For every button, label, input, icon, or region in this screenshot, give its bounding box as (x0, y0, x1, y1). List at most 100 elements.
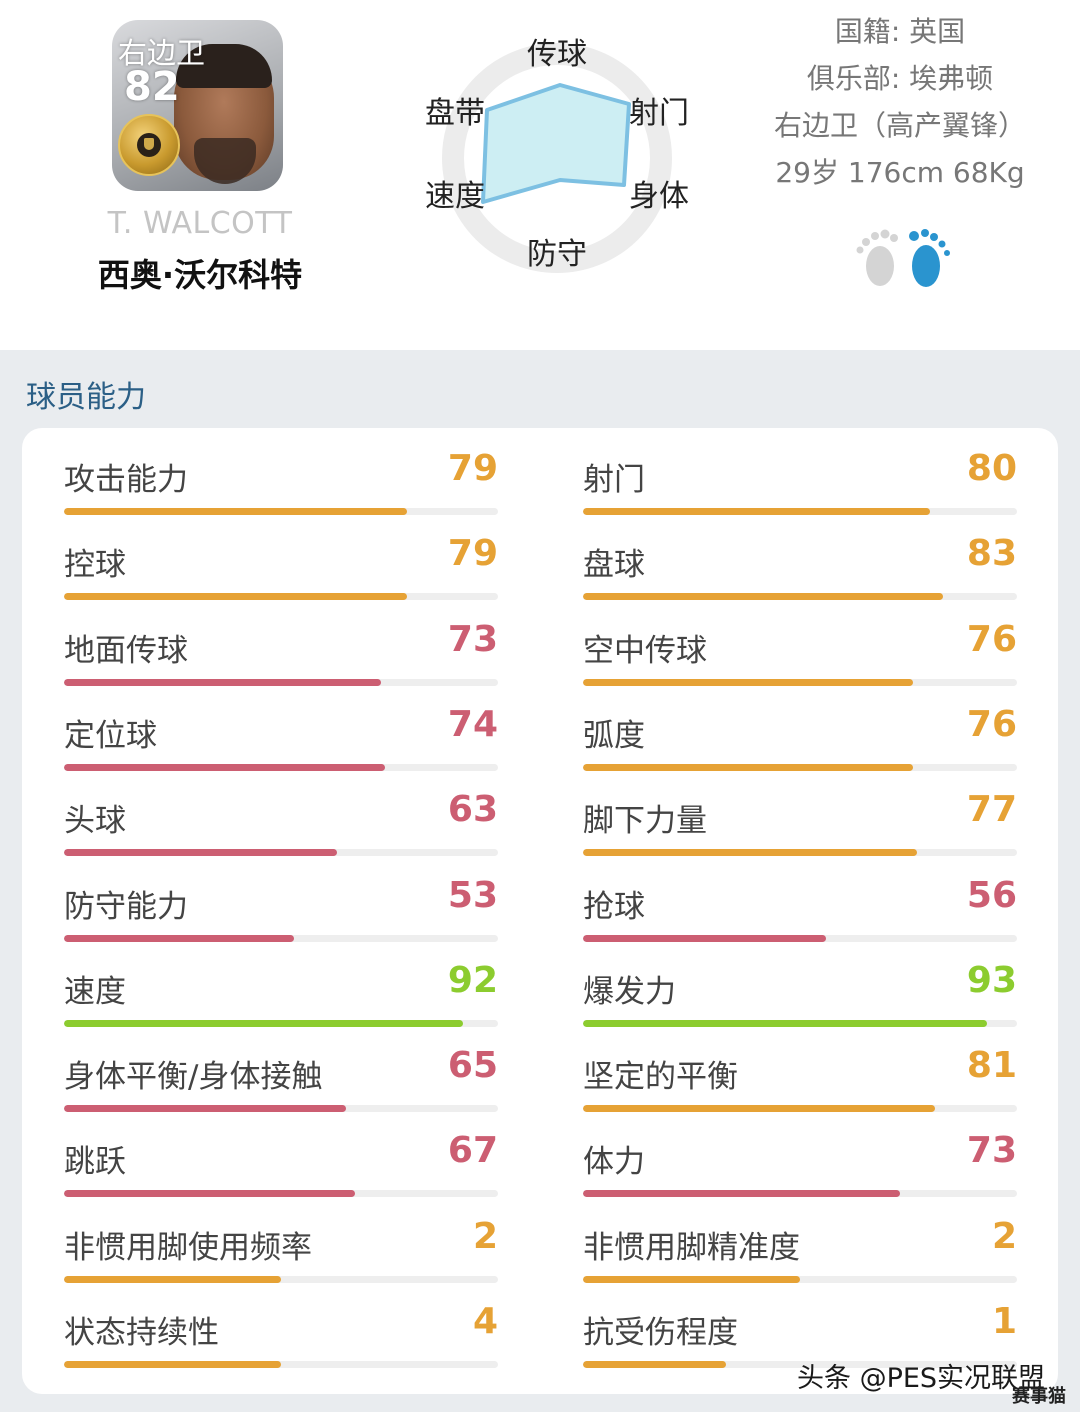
stat-bar-track (64, 1190, 498, 1198)
stat-bar-track (64, 763, 498, 771)
stat-bar-fill (583, 1361, 727, 1368)
stat-bar-fill (64, 1275, 281, 1283)
stat-bar-fill (64, 1105, 347, 1113)
stat-value: 2 (991, 1215, 1017, 1257)
stat-row: 空中传球 76 (583, 607, 1017, 689)
stat-bar-fill (583, 1105, 935, 1113)
stat-bar-track (583, 1361, 1017, 1368)
right-foot-icon (909, 229, 950, 287)
stat-bar-fill (583, 508, 931, 515)
stat-row: 防守能力 53 (64, 863, 498, 945)
stat-value: 63 (447, 789, 498, 831)
stat-label: 非惯用脚使用频率 (64, 1229, 312, 1266)
stat-bar-fill (64, 1190, 355, 1198)
stat-bar-track (583, 763, 1017, 771)
stat-bar-track (583, 593, 1017, 601)
stat-label: 攻击能力 (64, 462, 188, 498)
ability-panel (22, 428, 1058, 1394)
stat-value: 77 (966, 789, 1017, 831)
watermark-corner: 赛事猫 (1012, 1386, 1066, 1407)
stat-row: 非惯用脚精准度 2 (583, 1204, 1017, 1286)
stat-bar-track (583, 1019, 1017, 1027)
stat-row: 速度 92 (64, 948, 498, 1030)
stat-bar-track (64, 508, 498, 515)
stat-bar-track (64, 1361, 498, 1368)
stat-label: 抗受伤程度 (583, 1315, 738, 1351)
stat-bar-fill (583, 1190, 900, 1198)
stat-row: 脚下力量 77 (583, 777, 1017, 859)
stat-row: 盘球 83 (583, 521, 1017, 603)
stat-row: 身体平衡/身体接触 65 (64, 1033, 498, 1115)
stat-bar-fill (64, 849, 338, 857)
stat-value: 79 (447, 533, 498, 575)
stat-value: 76 (966, 618, 1017, 660)
stat-bar-track (583, 508, 1017, 515)
card-rating: 82 (124, 64, 180, 110)
stat-bar-fill (583, 934, 827, 942)
radar-label-passing: 传球 (527, 37, 587, 72)
stat-label: 跳跃 (64, 1144, 126, 1181)
stat-bar-fill (583, 1019, 987, 1027)
stat-row: 跳跃 67 (64, 1118, 498, 1200)
info-position-style: 右边卫（高产翼锋） (773, 109, 1026, 142)
stat-label: 脚下力量 (583, 803, 707, 840)
preferred-foot-icon (856, 229, 950, 287)
radar-ring (442, 43, 672, 273)
stat-bar-fill (64, 934, 295, 942)
radar-label-defending: 防守 (527, 237, 587, 272)
stat-value: 81 (966, 1045, 1017, 1087)
stat-label: 非惯用脚精准度 (583, 1229, 800, 1266)
stat-value: 67 (447, 1130, 498, 1172)
watermark: 头条 @PES实况联盟 (797, 1363, 1046, 1394)
club-badge-icon (118, 114, 180, 176)
stat-bar-fill (583, 593, 944, 601)
radar-chart: 传球 射门 身体 防守 速度 盘带 (425, 37, 689, 273)
stat-label: 防守能力 (64, 888, 188, 925)
stat-value: 83 (966, 533, 1017, 575)
stat-label: 空中传球 (583, 632, 707, 669)
player-header: 右边卫 82 T. WALCOTT 西奥·沃尔科特 传球 射门 身体 防守 速度… (0, 0, 1080, 350)
player-info: 国籍: 英国 俱乐部: 埃弗顿 右边卫（高产翼锋） 29岁 176cm 68Kg (740, 8, 1060, 196)
stat-bar-fill (64, 763, 386, 771)
stat-bar-fill (64, 593, 407, 601)
stat-value: 1 (991, 1301, 1017, 1342)
stat-label: 弧度 (583, 717, 645, 754)
stat-bar-track (64, 1275, 498, 1283)
stat-bar-track (64, 593, 498, 601)
stat-value: 76 (966, 703, 1017, 745)
stat-bar-track (64, 934, 498, 942)
stat-bar-fill (64, 678, 381, 686)
stat-row: 抢球 56 (583, 863, 1017, 945)
stat-label: 定位球 (64, 717, 157, 754)
stat-bar-fill (583, 678, 913, 686)
stat-row: 地面传球 73 (64, 607, 498, 689)
stat-row: 弧度 76 (583, 692, 1017, 774)
stat-row: 抗受伤程度 1 (583, 1289, 1017, 1371)
stat-bar-track (583, 934, 1017, 942)
stat-label: 速度 (64, 973, 126, 1010)
info-nationality: 国籍: 英国 (834, 15, 966, 48)
stat-bar-fill (64, 508, 407, 515)
stat-bar-fill (583, 1275, 800, 1283)
stat-value: 74 (447, 703, 498, 745)
stat-row: 状态持续性 4 (64, 1289, 498, 1371)
stat-label: 射门 (583, 462, 645, 498)
stat-row: 控球 79 (64, 521, 498, 603)
stat-row: 射门 80 (583, 436, 1017, 518)
stat-bar-track (583, 1275, 1017, 1283)
radar-label-shooting: 射门 (629, 96, 689, 131)
stat-value: 73 (966, 1130, 1017, 1172)
stat-bar-fill (64, 1019, 464, 1027)
stat-bar-track (64, 678, 498, 686)
stat-label: 坚定的平衡 (583, 1059, 738, 1096)
stat-label: 地面传球 (64, 632, 188, 669)
stat-value: 79 (447, 448, 498, 489)
stat-bar-fill (64, 1361, 281, 1368)
stat-bar-track (64, 1105, 498, 1113)
player-name-cn: 西奥·沃尔科特 (97, 256, 303, 294)
stat-label: 头球 (64, 803, 126, 840)
stat-value: 92 (447, 959, 498, 1001)
stat-value: 4 (472, 1301, 498, 1342)
stat-value: 53 (447, 874, 498, 916)
player-card[interactable]: 右边卫 82 (112, 20, 283, 191)
